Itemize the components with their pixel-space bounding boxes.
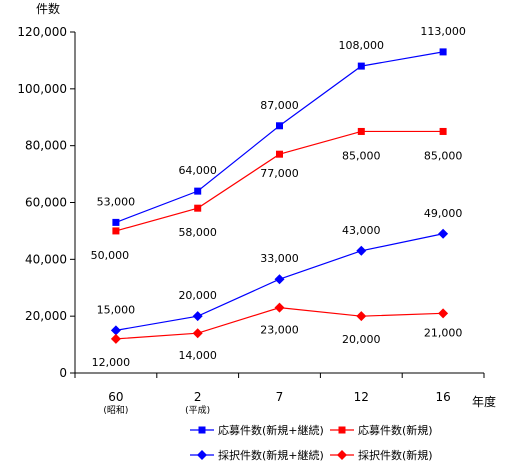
y-tick-label: 20,000 <box>25 309 67 323</box>
series-3: 15,000 20,000 33,000 43,000 49,000 <box>97 207 463 336</box>
data-label: 49,000 <box>424 207 463 220</box>
legend-item: 採択件数(新規) <box>330 448 433 462</box>
data-label: 64,000 <box>178 164 217 177</box>
legend-label: 採択件数(新規) <box>358 448 433 462</box>
data-point <box>194 187 202 195</box>
data-label: 85,000 <box>424 149 463 162</box>
data-point <box>356 245 367 256</box>
data-label: 33,000 <box>260 252 299 265</box>
y-tick-label: 60,000 <box>25 196 67 210</box>
x-axis-title: 年度 <box>472 394 496 409</box>
data-label: 85,000 <box>342 149 381 162</box>
legend-label: 応募件数(新規+継続) <box>218 423 324 437</box>
data-point <box>438 308 449 319</box>
legend-marker <box>337 450 347 460</box>
data-label: 23,000 <box>260 324 299 337</box>
legend-item: 応募件数(新規+継続) <box>190 423 324 437</box>
data-label: 20,000 <box>342 333 381 346</box>
legend-item: 応募件数(新規) <box>330 423 433 437</box>
data-label: 87,000 <box>260 99 299 112</box>
axes: 0 20,000 40,000 60,000 80,000 100,000 120,000 6… <box>17 25 485 416</box>
x-tick-label: 2 <box>194 390 202 404</box>
x-tick-sublabel: (昭和) <box>103 405 128 416</box>
data-label: 14,000 <box>178 349 217 362</box>
legend-label: 応募件数(新規) <box>358 423 433 437</box>
series-1: 53,000 64,000 87,000 108,000 113,000 <box>97 25 466 226</box>
data-label: 20,000 <box>178 289 217 302</box>
data-point <box>110 325 121 336</box>
data-label: 77,000 <box>260 167 299 180</box>
data-point <box>439 127 447 135</box>
legend-item: 採択件数(新規+継続) <box>190 448 324 462</box>
data-label: 108,000 <box>339 39 385 52</box>
series-4: 12,000 14,000 23,000 20,000 21,000 <box>92 302 463 369</box>
x-tick-label: 16 <box>435 390 450 404</box>
data-point <box>194 204 202 212</box>
y-tick-label: 0 <box>59 366 67 380</box>
x-tick-label: 60 <box>108 390 123 404</box>
y-axis-title: 件数 <box>36 1 60 16</box>
data-point <box>274 302 285 313</box>
series-line <box>115 130 444 232</box>
data-point <box>192 328 203 339</box>
data-point <box>357 62 365 70</box>
x-tick-sublabel: (平成) <box>185 404 210 416</box>
data-point <box>112 218 120 226</box>
y-tick-label: 100,000 <box>17 82 67 96</box>
x-tick-label: 7 <box>276 390 284 404</box>
data-label: 43,000 <box>342 224 381 237</box>
series-2: 50,000 58,000 77,000 85,000 85,000 <box>91 127 463 262</box>
y-tick-label: 120,000 <box>17 25 67 39</box>
data-label: 58,000 <box>178 226 217 239</box>
y-tick-label: 40,000 <box>25 252 67 266</box>
data-point <box>276 150 283 158</box>
data-label: 53,000 <box>97 195 136 208</box>
data-point <box>276 122 283 130</box>
data-label: 21,000 <box>424 326 463 339</box>
data-point <box>438 228 449 239</box>
legend-marker <box>197 450 207 460</box>
data-label: 15,000 <box>97 303 136 316</box>
legend-marker <box>198 426 206 434</box>
legend-marker <box>338 426 346 434</box>
data-point <box>274 274 285 285</box>
x-tick-label: 12 <box>354 390 369 404</box>
y-tick-label: 80,000 <box>25 139 67 153</box>
data-point <box>112 227 120 235</box>
data-label: 12,000 <box>92 356 131 369</box>
series-line <box>115 51 444 223</box>
legend: 応募件数(新規+継続) 応募件数(新規) 採択件数(新規+継続) 採択件数(新規) <box>190 423 433 462</box>
data-point <box>356 311 367 322</box>
data-point <box>357 127 365 135</box>
series-layer: 53,000 64,000 87,000 108,000 113,000 50,000 58… <box>91 25 466 369</box>
data-label: 113,000 <box>420 25 466 38</box>
data-label: 50,000 <box>91 249 130 262</box>
data-point <box>192 311 203 322</box>
data-point <box>110 333 121 344</box>
data-point <box>439 48 447 56</box>
legend-label: 採択件数(新規+継続) <box>218 448 324 462</box>
